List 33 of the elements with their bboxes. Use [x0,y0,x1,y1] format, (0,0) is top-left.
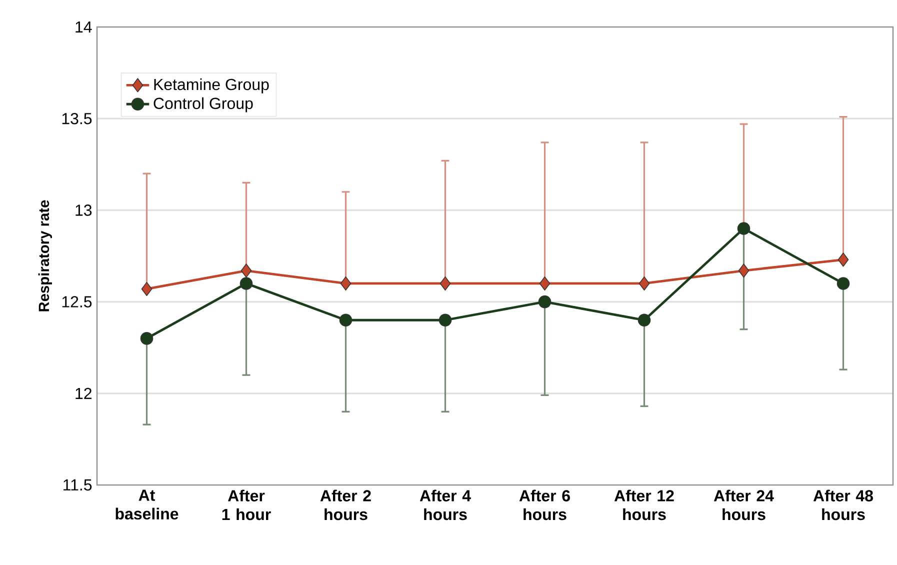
point [240,277,253,290]
point [738,264,750,278]
point [141,282,152,296]
point [638,276,650,291]
y-tick-label: 14 [76,22,92,33]
point [737,222,750,235]
point [438,314,452,327]
point [340,276,352,291]
y-tick-label: 13.5 [62,112,92,124]
x-tick-label: After 6 hours [519,490,570,520]
y-tick-label: 12.5 [62,296,92,308]
point [538,295,552,308]
y-tick-label: 12 [76,388,92,399]
x-tick-label: After 24 hours [714,490,774,520]
x-tick-label: After 1 hour [222,490,271,520]
legend-label: Control Group [154,97,253,112]
y-axis-title: Respiratory rate [38,200,52,312]
point [838,252,849,267]
point [836,277,850,290]
x-tick-label: At baseline [116,490,178,520]
y-tick-label: 11.5 [64,479,92,491]
x-tick-label: After 2 hours [320,490,371,520]
point [539,276,550,291]
point [240,264,252,278]
x-tick-label: After 4 hours [420,490,471,520]
x-tick-label: After 12 hours [614,490,674,520]
point [638,314,651,327]
point [339,314,352,327]
legend-label: Ketamine Group [154,78,269,94]
point [440,276,451,291]
x-tick-label: After 48 hours [813,490,873,520]
y-tick-label: 13 [76,204,92,216]
point [140,332,154,345]
